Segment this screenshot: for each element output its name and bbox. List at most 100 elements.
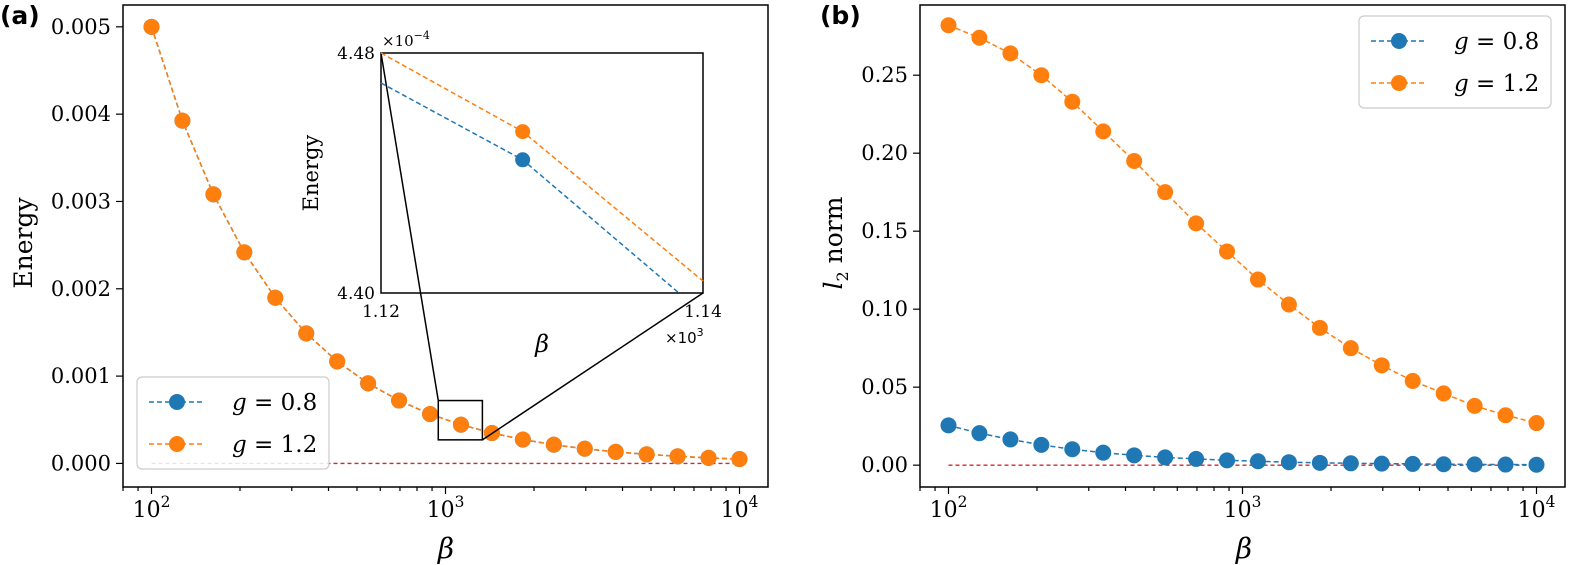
data-point <box>1435 385 1452 402</box>
data-point <box>1342 455 1359 472</box>
y-tick-label: 0.002 <box>51 277 111 301</box>
x-tick-label: 104 <box>1518 493 1556 523</box>
data-point <box>940 417 957 434</box>
data-point <box>1311 319 1328 336</box>
x-axis-label: β <box>437 532 454 565</box>
data-point <box>1435 456 1452 473</box>
data-point <box>1157 449 1174 466</box>
data-point <box>700 449 717 466</box>
data-point <box>1280 454 1297 471</box>
y-tick-label: 0.005 <box>51 15 111 39</box>
inset-x-axis-label: β <box>534 330 549 358</box>
inset-y-tick-label: 4.48 <box>337 44 375 64</box>
data-point <box>1188 450 1205 467</box>
data-point <box>205 186 222 203</box>
data-point <box>1002 45 1019 62</box>
inset-x-multiplier: ×103 <box>665 326 704 347</box>
data-point <box>1219 452 1236 469</box>
data-point <box>1528 415 1545 432</box>
data-point <box>1311 454 1328 471</box>
data-point <box>452 416 469 433</box>
x-axis-label: β <box>1235 532 1252 565</box>
inset-x-tick-label: 1.12 <box>362 302 400 322</box>
y-tick-label: 0.05 <box>861 375 908 399</box>
legend-marker <box>1391 33 1407 49</box>
data-point <box>545 436 562 453</box>
zoom-box <box>437 399 484 441</box>
y-axis-label: l2 norm <box>819 196 852 289</box>
panel-a: (a) Energy β 102 103 104 0.000 0.001 0.002 0.0… <box>0 1 769 565</box>
x-tick-label: 104 <box>721 493 759 523</box>
data-point <box>1342 340 1359 357</box>
zoom-connector <box>481 292 704 441</box>
panel-b-label: (b) <box>820 1 861 30</box>
data-point <box>1466 456 1483 473</box>
panel-a-label: (a) <box>0 1 40 30</box>
y-tick-label: 0.004 <box>51 102 111 126</box>
inset-y-multiplier: ×10−4 <box>382 29 430 50</box>
x-tick-label: 102 <box>930 493 968 523</box>
data-point <box>1249 271 1266 288</box>
data-point <box>1002 431 1019 448</box>
x-tick-label: 103 <box>427 493 465 523</box>
data-point <box>1157 184 1174 201</box>
data-point <box>1280 296 1297 313</box>
data-point <box>514 431 531 448</box>
data-point <box>1404 372 1421 389</box>
data-point <box>298 325 315 342</box>
data-point <box>1373 357 1390 374</box>
data-point <box>1404 455 1421 472</box>
legend-marker <box>169 394 185 410</box>
legend-marker <box>169 436 185 452</box>
legend-label: g = 1.2 <box>1454 71 1539 97</box>
legend-box <box>1358 15 1552 109</box>
data-point <box>576 440 593 457</box>
y-tick-label: 0.000 <box>51 451 111 475</box>
y-tick-label: 0.00 <box>861 453 908 477</box>
data-point <box>607 443 624 460</box>
zoom-connector <box>380 52 440 401</box>
legend-label: g = 0.8 <box>1454 29 1539 55</box>
inset-y-axis-label: Energy <box>299 135 323 212</box>
data-point <box>1497 456 1514 473</box>
data-point <box>1249 453 1266 470</box>
legend-box <box>136 376 330 470</box>
data-point <box>1126 152 1143 169</box>
data-point <box>669 448 686 465</box>
inset-x-tick-label: 1.14 <box>684 302 722 322</box>
inset-y-tick-label: 4.40 <box>337 284 375 304</box>
data-point <box>422 406 439 423</box>
data-point <box>1095 444 1112 461</box>
data-point <box>1219 243 1236 260</box>
data-point <box>329 353 346 370</box>
data-point <box>143 18 160 35</box>
y-tick-label: 0.20 <box>861 141 908 165</box>
y-tick-label: 0.25 <box>861 63 908 87</box>
y-tick-label: 0.15 <box>861 219 908 243</box>
inset-data-point <box>515 124 531 140</box>
data-point <box>360 375 377 392</box>
data-point <box>1188 215 1205 232</box>
y-tick-label: 0.10 <box>861 297 908 321</box>
data-point <box>638 446 655 463</box>
inset-data-point <box>515 152 531 168</box>
data-point <box>1528 456 1545 473</box>
data-point <box>174 112 191 129</box>
data-point <box>1064 93 1081 110</box>
data-point <box>1373 455 1390 472</box>
data-point <box>391 392 408 409</box>
data-point <box>267 289 284 306</box>
data-point <box>1033 436 1050 453</box>
y-axis-label: Energy <box>9 197 38 289</box>
y-tick-label: 0.003 <box>51 189 111 213</box>
data-point <box>1095 123 1112 140</box>
data-point <box>1064 441 1081 458</box>
legend-label: g = 0.8 <box>232 390 317 416</box>
data-point <box>1033 67 1050 84</box>
data-point <box>731 451 748 468</box>
data-point <box>1497 407 1514 424</box>
plot-area-b: 102 103 104 0.00 0.05 0.10 0.15 0.20 0.25 g = 0.8… <box>861 4 1566 523</box>
legend-marker <box>1391 75 1407 91</box>
panel-b: (b) l2 norm β 102 103 104 0.00 0.05 0.10 0.15 0… <box>819 1 1566 565</box>
